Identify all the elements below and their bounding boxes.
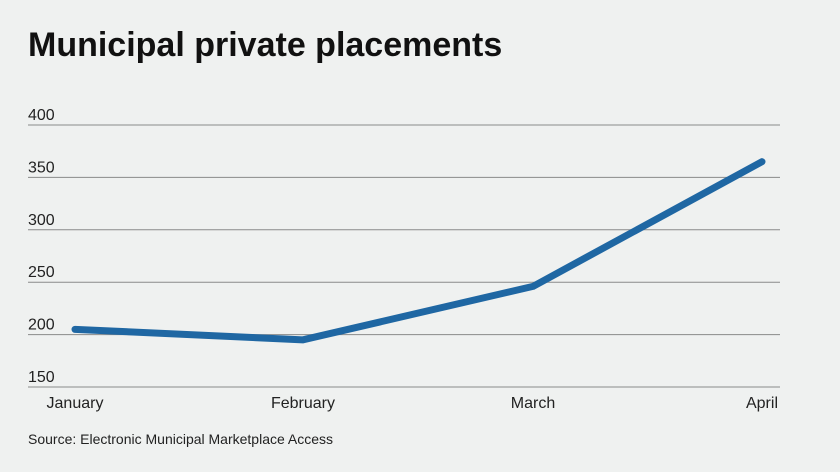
x-tick-label: January [47, 395, 104, 412]
y-tick-label: 300 [28, 212, 55, 229]
y-tick-label: 250 [28, 264, 55, 281]
data-line [71, 158, 766, 344]
chart-title: Municipal private placements [28, 26, 502, 64]
x-tick-label: March [511, 395, 555, 412]
x-tick-label: February [271, 395, 335, 412]
y-tick-label: 150 [28, 369, 55, 386]
y-tick-label: 350 [28, 159, 55, 176]
y-tick-label: 400 [28, 107, 55, 124]
source-note: Source: Electronic Municipal Marketplace… [28, 431, 333, 447]
y-tick-label: 200 [28, 317, 55, 334]
x-tick-label: April [746, 395, 778, 412]
